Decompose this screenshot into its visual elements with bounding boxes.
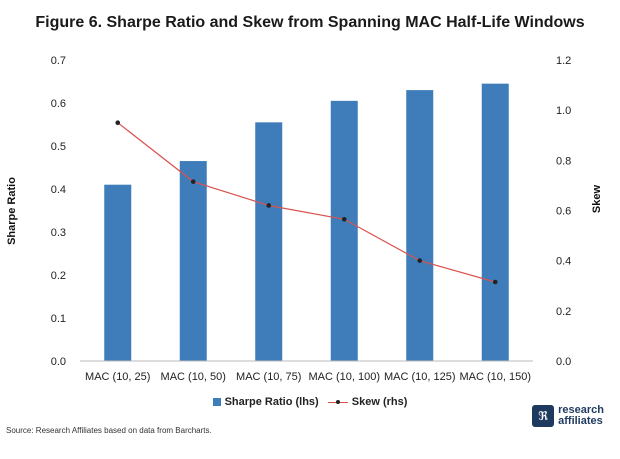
- y2-tick-label: 0.2: [556, 306, 571, 318]
- y-tick-label: 0.5: [51, 141, 66, 153]
- y-tick-label: 0.4: [51, 184, 66, 196]
- bar-sharpe-3: [330, 100, 358, 361]
- legend-item-sharpe: Sharpe Ratio (lhs): [212, 396, 319, 408]
- right-axis-ticks: 0.0 0.2 0.4 0.6 0.8 1.0 1.2: [556, 55, 571, 368]
- x-tick-label: MAC (10, 50): [161, 371, 226, 383]
- source-note: Source: Research Affiliates based on dat…: [6, 426, 212, 435]
- bar-sharpe-2: [255, 122, 283, 361]
- skew-point-1: [190, 179, 196, 184]
- x-tick-label: MAC (10, 25): [85, 371, 150, 383]
- skew-point-5: [492, 279, 498, 285]
- legend-item-skew: Skew (rhs): [327, 396, 408, 408]
- skew-point-2: [266, 203, 272, 208]
- brand-logo: ℜ research affiliates: [532, 405, 604, 427]
- y2-axis-title: Skew: [591, 184, 603, 213]
- bar-sharpe-5: [481, 83, 509, 362]
- skew-point-3: [341, 216, 347, 222]
- y-tick-label: 0.0: [51, 356, 66, 368]
- left-axis-ticks: 0.0 0.1 0.2 0.3 0.4 0.5 0.6 0.7: [51, 55, 66, 368]
- y-axis-title: Sharpe Ratio: [6, 177, 18, 245]
- line-layer: [115, 120, 498, 285]
- x-tick-label: MAC (10, 150): [459, 371, 531, 383]
- y-tick-label: 0.3: [51, 227, 66, 239]
- y2-tick-label: 1.2: [556, 55, 571, 67]
- y-tick-label: 0.2: [51, 270, 66, 282]
- legend-line-swatch: [327, 398, 348, 406]
- legend-label-sharpe: Sharpe Ratio (lhs): [224, 396, 319, 408]
- x-tick-label: MAC (10, 100): [308, 371, 380, 383]
- y-tick-label: 0.6: [51, 98, 66, 110]
- y2-tick-label: 1.0: [556, 105, 571, 117]
- bar-sharpe-4: [406, 90, 434, 361]
- x-tick-label: MAC (10, 75): [236, 371, 301, 383]
- skew-point-0: [115, 120, 121, 126]
- legend-bar-swatch: [212, 398, 221, 406]
- skew-point-4: [417, 258, 423, 263]
- logo-line-2: affiliates: [558, 415, 603, 427]
- bars-layer: [104, 83, 509, 362]
- research-affiliates-logo-icon: ℜ: [532, 405, 555, 427]
- logo-line-1: research: [558, 404, 604, 416]
- skew-line: [117, 122, 496, 283]
- y2-tick-label: 0.8: [556, 155, 571, 167]
- x-axis-ticks: MAC (10, 25) MAC (10, 50) MAC (10, 75) MAC …: [85, 371, 531, 383]
- y-tick-label: 0.1: [51, 313, 66, 325]
- y2-tick-label: 0.4: [556, 256, 571, 268]
- legend-label-skew: Skew (rhs): [351, 396, 408, 408]
- bar-sharpe-0: [104, 184, 132, 361]
- y-tick-label: 0.7: [51, 55, 66, 67]
- chart-title: Figure 6. Sharpe Ratio and Skew from Spa…: [35, 14, 585, 31]
- bar-sharpe-1: [179, 161, 207, 361]
- y2-tick-label: 0.6: [556, 206, 571, 218]
- logo-wordmark: research affiliates: [558, 405, 604, 427]
- legend: Sharpe Ratio (lhs) Skew (rhs): [0, 396, 620, 409]
- x-tick-label: MAC (10, 125): [384, 371, 456, 383]
- y2-tick-label: 0.0: [556, 356, 571, 368]
